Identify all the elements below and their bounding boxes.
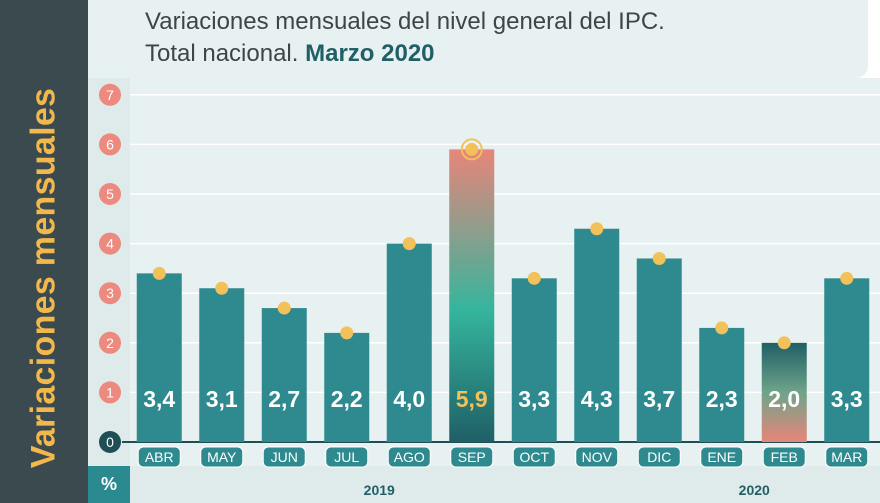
y-tick-marker bbox=[99, 232, 121, 255]
category-pill bbox=[325, 446, 369, 468]
chart-title-line2-bold: Marzo 2020 bbox=[305, 40, 435, 67]
bar-top-dot bbox=[465, 142, 479, 156]
x-tick-label: AGO bbox=[394, 449, 425, 465]
category-pill bbox=[387, 446, 431, 468]
x-tick-label: JUN bbox=[271, 449, 298, 465]
y-tick-marker bbox=[99, 282, 121, 305]
y-tick-marker bbox=[99, 183, 121, 205]
category-pill bbox=[637, 446, 681, 468]
bar bbox=[324, 332, 370, 442]
bar bbox=[636, 258, 682, 442]
x-tick-label: SEP bbox=[458, 449, 486, 465]
bar-value-label: 5,9 bbox=[456, 386, 488, 412]
x-tick-label: OCT bbox=[519, 449, 549, 465]
chart-title-box: Variaciones mensuales del nivel general … bbox=[88, 0, 868, 78]
unit-box: % bbox=[88, 466, 130, 503]
bar bbox=[824, 278, 870, 442]
x-tick-label: NOV bbox=[582, 449, 613, 465]
category-pill bbox=[450, 446, 494, 468]
bar-value-label: 4,3 bbox=[581, 386, 613, 412]
bar-value-label: 3,7 bbox=[643, 386, 675, 412]
y-tick-label: 3 bbox=[106, 285, 114, 301]
x-tick-label: FEB bbox=[771, 449, 798, 465]
chart-title-line1: Variaciones mensuales del nivel general … bbox=[145, 8, 665, 35]
y-tick-marker bbox=[99, 381, 121, 404]
bar bbox=[386, 243, 432, 442]
bar-value-label: 2,2 bbox=[331, 386, 363, 412]
year-label: 2020 bbox=[739, 482, 770, 498]
y-tick-marker bbox=[99, 431, 121, 453]
bar-top-dot bbox=[777, 336, 791, 350]
year-label: 2019 bbox=[364, 482, 395, 498]
y-tick-marker bbox=[99, 83, 121, 106]
category-pill bbox=[762, 446, 806, 468]
bar-top-dot bbox=[527, 271, 541, 285]
bar-top-dot bbox=[277, 301, 291, 315]
bar-value-label: 3,3 bbox=[831, 386, 863, 412]
y-tick-label: 0 bbox=[106, 434, 114, 450]
category-pill bbox=[700, 446, 744, 468]
bar bbox=[199, 288, 245, 442]
bar bbox=[511, 278, 557, 442]
unit-label: % bbox=[100, 474, 117, 494]
category-pill bbox=[825, 446, 869, 468]
bar-value-label: 2,3 bbox=[706, 386, 738, 412]
chart-title: Variaciones mensuales del nivel general … bbox=[145, 6, 665, 70]
x-tick-label: ENE bbox=[707, 449, 736, 465]
bar-top-dot bbox=[652, 251, 666, 265]
y-tick-label: 1 bbox=[106, 384, 114, 400]
bar bbox=[574, 228, 620, 442]
category-pill bbox=[575, 446, 619, 468]
x-axis-strip bbox=[130, 466, 880, 503]
bar-value-label: 3,3 bbox=[518, 386, 550, 412]
y-tick-label: 5 bbox=[106, 186, 114, 202]
bar bbox=[761, 342, 807, 442]
bar-top-dot bbox=[715, 321, 729, 335]
x-tick-label: MAY bbox=[207, 449, 237, 465]
bar bbox=[136, 273, 182, 442]
bar bbox=[699, 327, 745, 442]
bar-value-label: 2,0 bbox=[768, 386, 800, 412]
bar-value-label: 3,1 bbox=[206, 386, 238, 412]
category-pill bbox=[512, 446, 556, 468]
category-pill bbox=[262, 446, 306, 468]
bar bbox=[449, 149, 495, 443]
bar bbox=[261, 308, 307, 442]
category-pill bbox=[200, 446, 244, 468]
y-tick-marker bbox=[99, 133, 121, 156]
y-tick-label: 2 bbox=[106, 335, 114, 351]
y-tick-label: 7 bbox=[106, 87, 114, 103]
y-axis-label-band: Variaciones mensuales bbox=[0, 0, 88, 503]
y-tick-label: 4 bbox=[106, 236, 114, 252]
bar-value-label: 4,0 bbox=[393, 386, 425, 412]
bar-value-label: 3,4 bbox=[143, 386, 175, 412]
x-tick-label: DIC bbox=[647, 449, 671, 465]
x-tick-label: ABR bbox=[145, 449, 174, 465]
bar-top-dot bbox=[590, 222, 604, 236]
bar-top-dot bbox=[402, 237, 416, 251]
category-pill bbox=[137, 446, 181, 468]
chart-title-line2: Total nacional. Marzo 2020 bbox=[145, 40, 435, 67]
highlight-ring bbox=[460, 138, 483, 161]
x-tick-label: MAR bbox=[831, 449, 862, 465]
bar-top-dot bbox=[152, 266, 166, 280]
bar-top-dot bbox=[840, 271, 854, 285]
bar-top-dot bbox=[215, 281, 229, 295]
y-tick-marker bbox=[99, 331, 121, 354]
x-tick-label: JUL bbox=[334, 449, 359, 465]
y-tick-label: 6 bbox=[106, 136, 114, 152]
bar-top-dot bbox=[340, 326, 354, 340]
chart-title-line2-prefix: Total nacional. bbox=[145, 40, 299, 67]
bar-value-label: 2,7 bbox=[268, 386, 300, 412]
